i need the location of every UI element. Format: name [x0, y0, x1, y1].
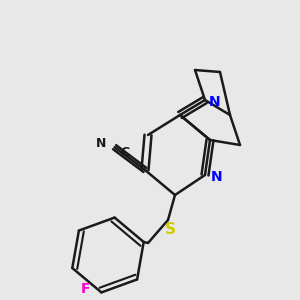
Text: S: S [164, 223, 175, 238]
Text: N: N [211, 170, 223, 184]
Text: C: C [120, 146, 129, 159]
Text: F: F [81, 282, 90, 296]
Text: N: N [95, 137, 106, 150]
Text: N: N [209, 95, 221, 109]
